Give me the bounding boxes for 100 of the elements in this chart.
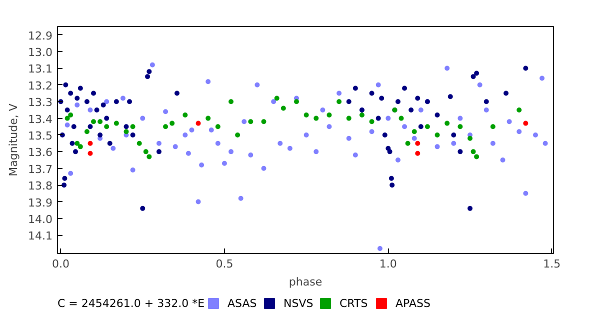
point — [130, 124, 136, 130]
point — [352, 86, 358, 91]
y-tick-label: 13.5 — [28, 129, 53, 142]
point — [73, 149, 78, 154]
point — [170, 120, 175, 126]
point — [94, 107, 100, 112]
point — [235, 132, 240, 138]
point — [280, 106, 286, 111]
legend-label: CRTS — [340, 297, 368, 310]
point — [163, 124, 168, 130]
point — [136, 140, 142, 146]
point — [248, 119, 254, 124]
text: C = 2454261.0 + 332.0 *E — [58, 297, 205, 310]
legend-label: APASS — [396, 297, 430, 310]
point — [64, 107, 70, 112]
point — [415, 150, 420, 156]
point — [104, 116, 110, 121]
point — [412, 129, 417, 134]
point — [98, 119, 103, 124]
point — [346, 116, 352, 121]
point — [182, 112, 188, 118]
point — [474, 154, 480, 160]
point — [434, 112, 440, 118]
point — [64, 116, 70, 121]
point — [206, 116, 211, 121]
point — [146, 69, 152, 74]
point — [382, 132, 388, 138]
point — [84, 129, 90, 134]
x-tick-label: 1.5 — [543, 258, 561, 270]
point — [398, 116, 404, 121]
point — [174, 90, 180, 96]
point — [304, 112, 309, 118]
point — [88, 124, 93, 130]
point — [326, 112, 332, 118]
point — [294, 99, 299, 104]
point — [130, 132, 136, 138]
point — [274, 96, 280, 101]
point — [451, 132, 456, 138]
y-axis-title: Magnitude, V — [7, 103, 20, 176]
point — [474, 70, 480, 76]
point — [376, 116, 381, 121]
point — [60, 132, 65, 138]
point — [388, 176, 394, 181]
point — [369, 119, 374, 124]
point — [346, 99, 352, 104]
y-tick-label: 13.4 — [28, 112, 53, 126]
y-tick-label: 13.0 — [28, 46, 53, 60]
point — [261, 119, 266, 124]
point — [484, 99, 489, 104]
point — [415, 96, 420, 101]
point — [143, 149, 148, 154]
y-tick-label: 13.8 — [28, 180, 53, 193]
point — [74, 96, 80, 101]
point — [470, 74, 476, 80]
point — [369, 90, 374, 96]
point — [78, 144, 83, 150]
point — [314, 116, 319, 121]
point — [124, 129, 129, 134]
point — [215, 124, 220, 130]
y-tick-label: 14.0 — [28, 212, 53, 226]
point — [390, 182, 395, 188]
y-tick-label: 12.9 — [28, 29, 53, 42]
x-tick-label: 0.5 — [216, 258, 234, 270]
point — [146, 154, 152, 160]
point — [228, 99, 234, 104]
point — [196, 120, 201, 126]
point — [100, 102, 106, 108]
point — [68, 112, 74, 118]
point — [379, 96, 384, 101]
point — [523, 120, 528, 126]
point — [359, 112, 364, 118]
point — [468, 136, 473, 141]
y-tick-label: 14.1 — [28, 230, 53, 243]
point — [70, 140, 75, 146]
point — [405, 140, 410, 146]
point — [434, 132, 440, 138]
point — [68, 90, 74, 96]
legend-label: NSVS — [284, 297, 314, 310]
point — [336, 99, 342, 104]
point — [458, 149, 463, 154]
point — [74, 140, 80, 146]
y-tick-label: 13.1 — [28, 62, 53, 76]
point — [62, 182, 67, 188]
point — [424, 124, 430, 130]
point — [145, 74, 150, 80]
point — [91, 90, 96, 96]
legend-label: ASAS — [228, 297, 257, 310]
point — [140, 206, 146, 211]
point — [78, 86, 83, 91]
point — [88, 140, 93, 146]
point — [88, 150, 93, 156]
point — [387, 149, 392, 154]
point — [62, 176, 68, 181]
point — [418, 124, 424, 130]
point — [124, 124, 129, 130]
y-tick-label: 13.2 — [28, 79, 53, 92]
point — [98, 132, 103, 138]
point — [490, 124, 496, 130]
y-tick-label: 13.9 — [28, 196, 53, 210]
point — [63, 82, 68, 88]
